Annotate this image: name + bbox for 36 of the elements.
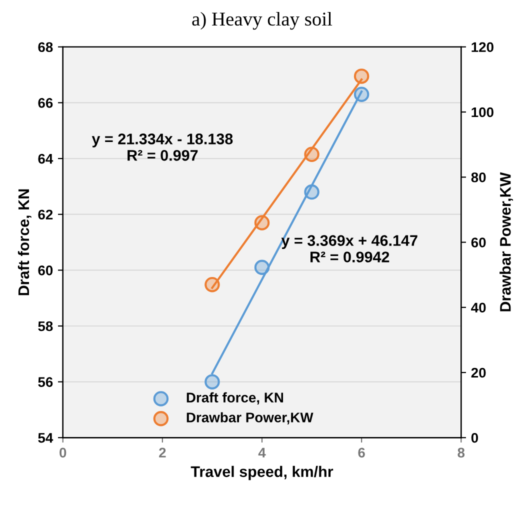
y-tick-label: 56 <box>38 377 53 387</box>
y-tick-label: 66 <box>38 98 53 108</box>
point <box>304 184 320 200</box>
y-axis-title: Draft force, KN <box>18 189 32 296</box>
y2-tick-label: 20 <box>471 368 486 378</box>
x-tick-label: 2 <box>159 448 166 458</box>
point <box>354 86 370 102</box>
x-tick-label: 6 <box>358 448 365 458</box>
y2-axis-title: Drawbar Power,KW <box>500 172 514 312</box>
y2-tick-label: 40 <box>471 302 486 313</box>
y2-tick-label: 60 <box>471 238 486 248</box>
point <box>204 276 220 292</box>
y-tick-label: 60 <box>38 266 53 276</box>
y2-tick-label: 100 <box>472 107 494 118</box>
y-tick-label: 58 <box>38 321 53 332</box>
point <box>254 215 270 230</box>
y2-tick-label: 80 <box>471 172 486 182</box>
x-tick-label: 8 <box>458 448 465 458</box>
point <box>354 68 370 84</box>
x-tick-label: 4 <box>258 448 266 458</box>
annotation: y = 21.334x - 18.138 R² = 0.997 <box>92 134 233 161</box>
y-tick-label: 68 <box>38 42 53 52</box>
point <box>254 260 270 276</box>
y-tick-label: 64 <box>38 154 54 164</box>
y-tick-label: 62 <box>38 210 53 220</box>
chart-title: a) Heavy clay soil <box>192 12 332 30</box>
x-tick-label: 0 <box>60 448 66 458</box>
y2-tick-label: 120 <box>472 42 494 52</box>
y-tick-label: 54 <box>38 433 54 443</box>
x-axis-title: Travel speed, km/hr <box>190 466 334 480</box>
legend-label: Draft force, KN <box>186 392 284 405</box>
annotation: y = 3.369x + 46.147 R² = 0.9942 <box>281 235 418 262</box>
point <box>204 374 220 390</box>
legend-label: Drawbar Power,KW <box>186 412 314 424</box>
point <box>304 146 320 162</box>
y2-tick-label: 0 <box>471 432 478 443</box>
